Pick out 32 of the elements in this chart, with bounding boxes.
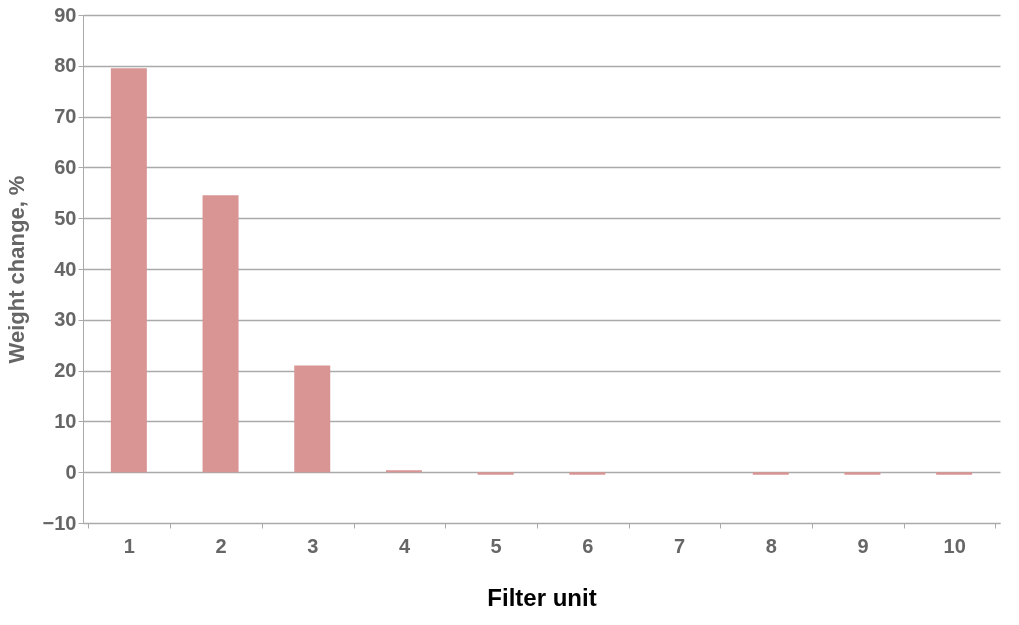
bar: [936, 472, 973, 475]
y-tick-label: 0: [65, 460, 77, 483]
bar: [477, 472, 514, 475]
y-tick-label: 20: [54, 359, 77, 382]
x-tick-label: 9: [857, 534, 869, 557]
y-tick-label: 60: [54, 155, 77, 178]
bar: [202, 195, 239, 473]
x-tick-label: 5: [490, 534, 502, 557]
y-tick-label: −10: [42, 511, 77, 534]
y-tick-label: 70: [54, 105, 77, 128]
y-tick-label: 10: [54, 409, 77, 432]
y-axis-title: Weight change, %: [3, 175, 29, 364]
y-tick-label: 90: [54, 3, 77, 26]
bar: [110, 68, 147, 473]
x-tick-label: 6: [582, 534, 594, 557]
y-tick-label: 30: [54, 308, 77, 331]
x-tick-label: 7: [673, 534, 686, 557]
bar: [569, 472, 606, 475]
bar: [752, 472, 789, 475]
bar: [294, 365, 331, 473]
y-tick-label: 50: [54, 206, 77, 229]
x-tick-label: 8: [765, 534, 777, 557]
bar: [385, 470, 422, 473]
y-tick-label: 40: [54, 257, 77, 280]
x-tick-label: 3: [307, 534, 319, 557]
y-tick-label: 80: [54, 54, 77, 77]
x-tick-label: 2: [215, 534, 227, 557]
x-tick-label: 10: [943, 534, 966, 557]
x-tick-label: 4: [398, 534, 411, 557]
x-tick-label: 1: [123, 534, 135, 557]
x-axis-title: Filter unit: [487, 583, 597, 611]
bar: [844, 472, 881, 475]
